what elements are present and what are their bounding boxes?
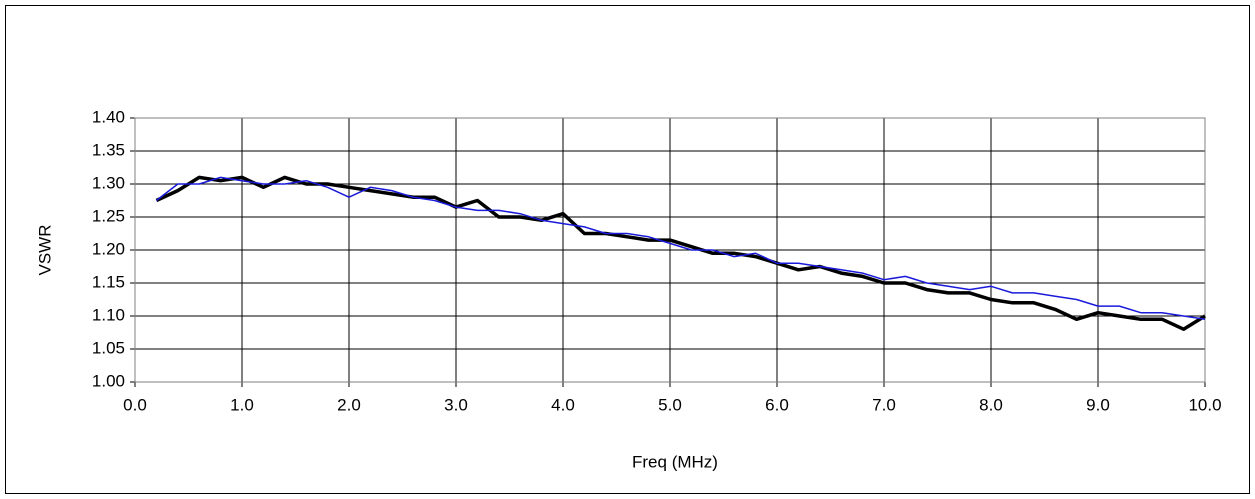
x-tick-label: 3.0 [444,395,468,414]
x-tick-label: 2.0 [337,395,361,414]
x-tick-label: 5.0 [658,395,682,414]
x-tick-label: 6.0 [765,395,789,414]
y-tick-label: 1.30 [92,173,125,192]
data-line [155,175,1206,331]
y-tick-label: 1.40 [92,107,125,126]
x-tick-label: 8.0 [979,395,1003,414]
y-tick-label: 1.25 [92,206,125,225]
y-tick-label: 1.35 [92,140,125,159]
y-tick-label: 1.15 [92,272,125,291]
data-line [155,176,1206,321]
x-axis-label: Freq (MHz) [632,452,718,471]
x-tick-label: 10.0 [1188,395,1221,414]
y-tick-label: 1.00 [92,371,125,390]
y-tick-label: 1.05 [92,338,125,357]
y-tick-label: 1.20 [92,239,125,258]
x-tick-label: 0.0 [123,395,147,414]
y-axis-label: VSWR [35,225,54,276]
x-tick-label: 4.0 [551,395,575,414]
x-tick-label: 1.0 [230,395,254,414]
x-tick-label: 7.0 [872,395,896,414]
x-tick-label: 9.0 [1086,395,1110,414]
y-tick-label: 1.10 [92,305,125,324]
plot-border [134,117,1206,383]
